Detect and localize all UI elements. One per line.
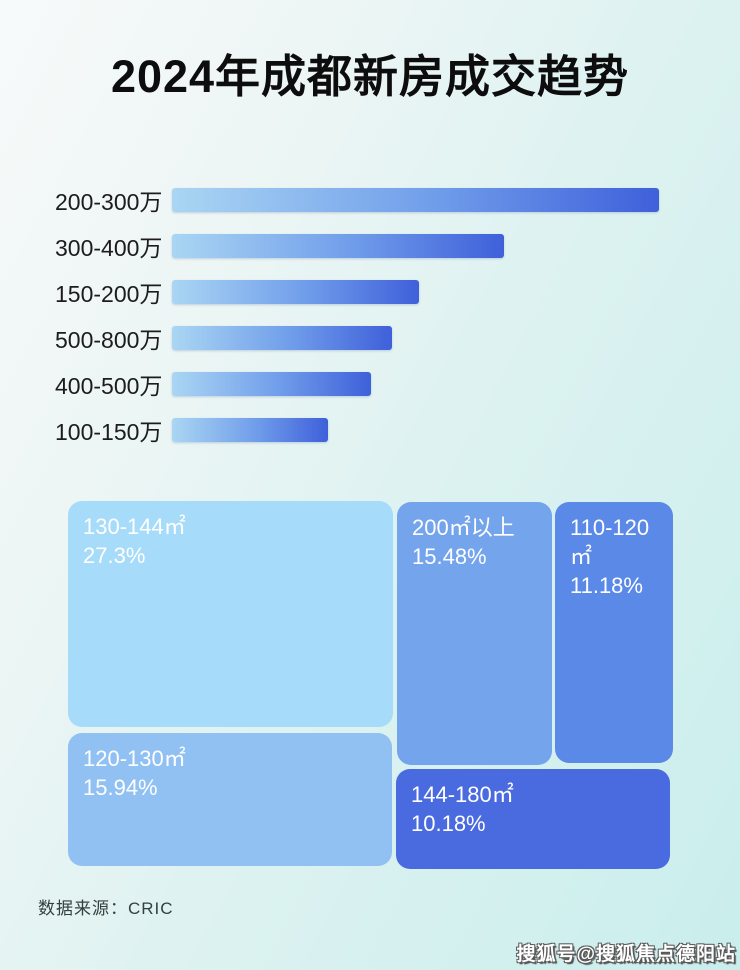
tile-label: 110-120㎡ xyxy=(570,515,650,569)
bar-row: 100-150万 xyxy=(55,418,328,445)
tile-label: 200㎡以上 xyxy=(412,515,515,540)
bar xyxy=(172,372,371,396)
tile-percent: 10.18% xyxy=(411,811,486,836)
tile-120-130: 120-130㎡ 15.94% xyxy=(68,733,392,866)
bar-row: 500-800万 xyxy=(55,326,392,353)
tile-label: 130-144㎡ xyxy=(83,514,186,539)
tile-percent: 27.3% xyxy=(83,543,146,568)
bar-row: 150-200万 xyxy=(55,280,419,307)
tile-130-144: 130-144㎡ 27.3% xyxy=(68,501,393,727)
watermark: 搜狐号@搜狐焦点德阳站 xyxy=(516,944,736,965)
page-title: 2024年成都新房成交趋势 xyxy=(110,51,630,102)
bar-label: 100-150万 xyxy=(55,419,163,445)
bar-label: 150-200万 xyxy=(55,281,163,307)
bar-label: 300-400万 xyxy=(55,235,163,261)
tile-percent: 15.94% xyxy=(83,775,158,800)
bar-label: 500-800万 xyxy=(55,327,163,353)
bar-row: 300-400万 xyxy=(55,234,504,261)
tile-110-120: 110-120㎡ 11.18% xyxy=(555,502,673,763)
tile-200-plus: 200㎡以上 15.48% xyxy=(397,502,552,765)
tile-percent: 15.48% xyxy=(412,544,487,569)
tile-label: 120-130㎡ xyxy=(83,746,186,771)
source-note: 数据来源：CRIC xyxy=(38,899,174,918)
bar-label: 200-300万 xyxy=(55,189,163,215)
bar-row: 200-300万 xyxy=(55,188,659,215)
tile-percent: 11.18% xyxy=(570,573,643,598)
bar xyxy=(172,326,392,350)
tile-144-180: 144-180㎡ 10.18% xyxy=(396,769,670,869)
bar xyxy=(172,188,659,212)
tile-label: 144-180㎡ xyxy=(411,782,514,807)
bar-row: 400-500万 xyxy=(55,372,371,399)
bar-label: 400-500万 xyxy=(55,373,163,399)
bar xyxy=(172,234,504,258)
bar xyxy=(172,280,419,304)
bar xyxy=(172,418,328,442)
